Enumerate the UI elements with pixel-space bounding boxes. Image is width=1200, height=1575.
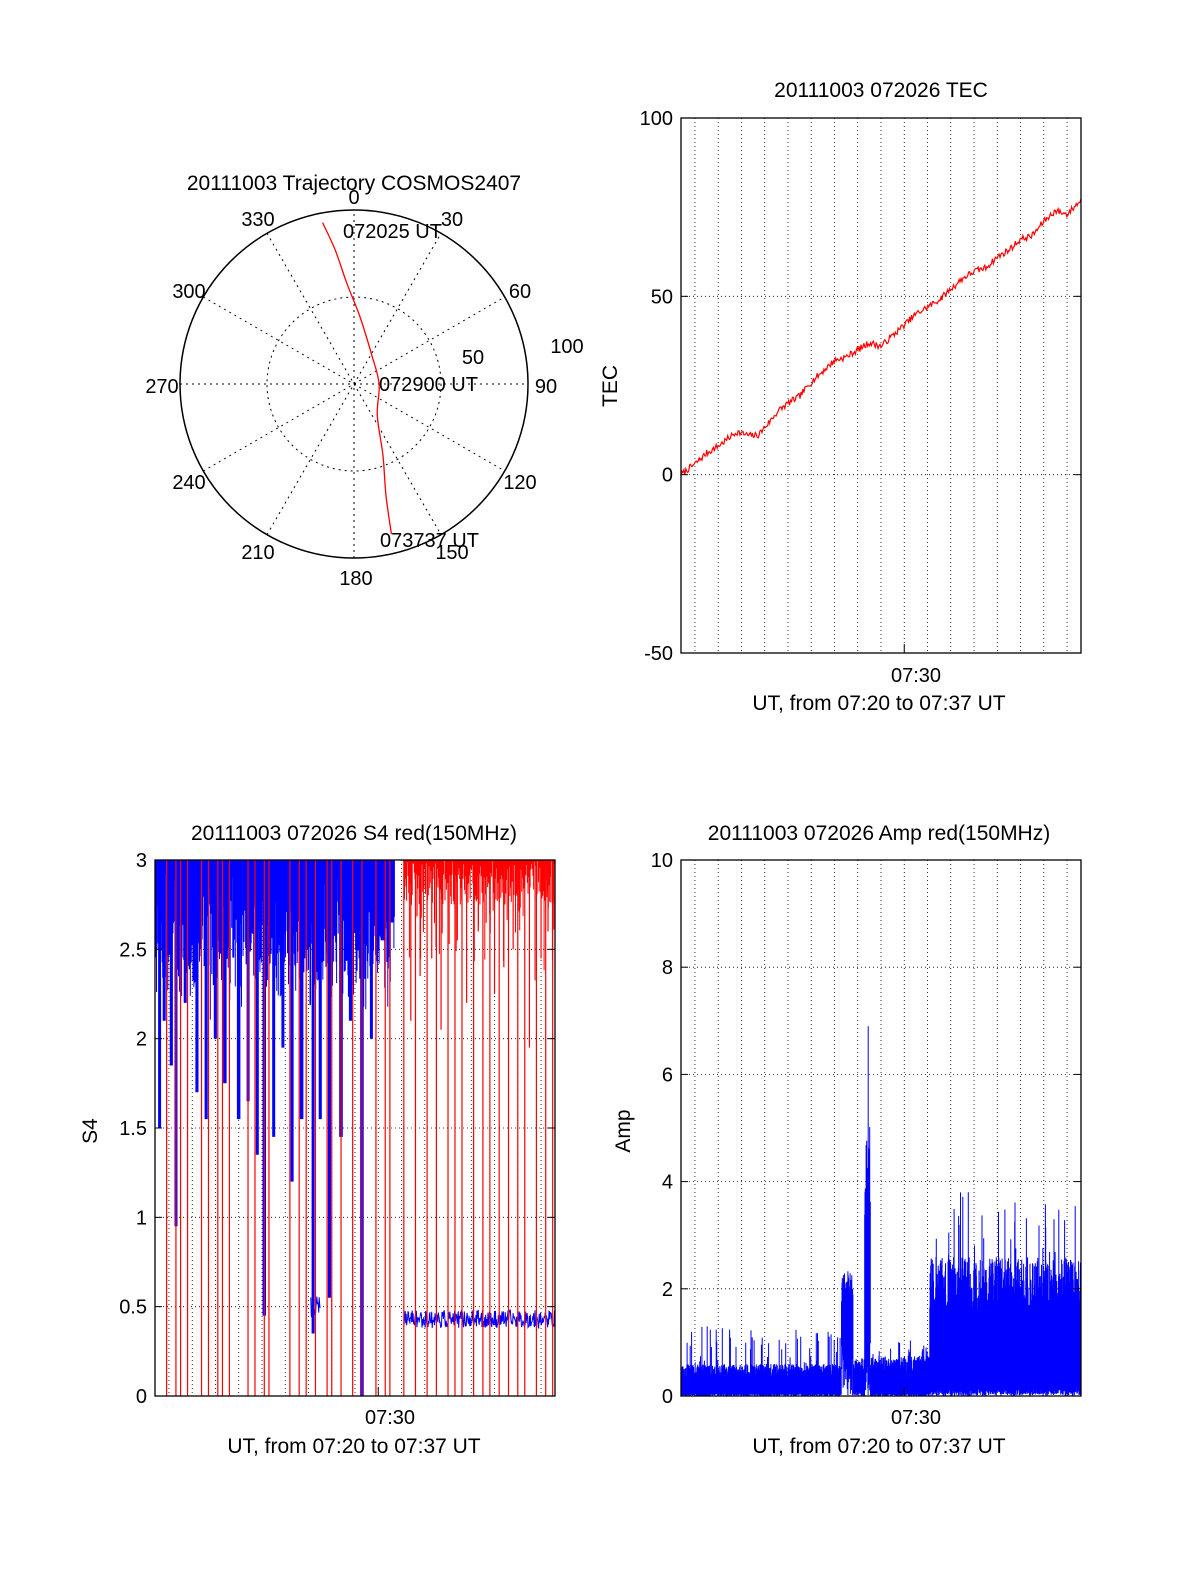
tec-y-ticks: -50 0 50 100 bbox=[640, 108, 1081, 665]
azimuth-label-120: 120 bbox=[503, 472, 536, 494]
s4-blue-spikes bbox=[154, 860, 395, 1396]
amp-x-tick-0730: 07:30 bbox=[891, 1407, 941, 1429]
polar-ring-mid bbox=[266, 296, 442, 472]
trajectory-panel: 20111003 Trajectory COSMOS2407 0 30 60 9… bbox=[145, 172, 583, 590]
trajectory-start-label: 072025 UT bbox=[343, 221, 442, 243]
azimuth-label-180: 180 bbox=[339, 568, 372, 590]
trajectory-title: 20111003 Trajectory COSMOS2407 bbox=[187, 172, 521, 195]
amp-y-tick-label: 0 bbox=[662, 1386, 673, 1408]
amp-grid bbox=[681, 860, 1081, 1396]
s4-y-ticks: 0 0.5 1 1.5 2 2.5 3 bbox=[119, 850, 555, 1408]
trajectory-end-label: 073737 UT bbox=[380, 530, 479, 552]
azimuth-label-60: 60 bbox=[509, 281, 531, 303]
amp-y-tick-label: 2 bbox=[662, 1279, 673, 1301]
tec-panel: 20111003 072026 TEC -50 0 50 100 07:30 UT, … bbox=[599, 79, 1082, 715]
amp-x-axis-label: UT, from 07:20 to 07:37 UT bbox=[752, 1435, 1005, 1458]
radial-label-100: 100 bbox=[550, 336, 583, 358]
s4-y-tick-label: 0.5 bbox=[119, 1297, 147, 1319]
s4-y-tick-label: 2.5 bbox=[119, 939, 147, 961]
s4-y-tick-label: 0 bbox=[136, 1386, 147, 1408]
azimuth-label-210: 210 bbox=[241, 542, 274, 564]
tec-series-line bbox=[680, 198, 1082, 477]
polar-outer-ring bbox=[179, 209, 529, 559]
s4-y-tick-label: 2 bbox=[136, 1029, 147, 1051]
azimuth-label-30: 30 bbox=[441, 209, 463, 231]
s4-y-tick-label: 3 bbox=[136, 850, 147, 872]
azimuth-label-330: 330 bbox=[241, 209, 274, 231]
azimuth-labels: 0 30 60 90 120 150 180 210 240 270 300 3… bbox=[145, 187, 557, 590]
trajectory-middle-label: 072900 UT bbox=[379, 374, 478, 396]
tec-plot-area bbox=[680, 198, 1082, 477]
tec-y-tick-label: 50 bbox=[651, 286, 673, 308]
amp-panel: 20111003 072026 Amp red(150MHz) 0246810 … bbox=[612, 822, 1082, 1458]
azimuth-label-0: 0 bbox=[348, 187, 359, 209]
azimuth-label-300: 300 bbox=[172, 281, 205, 303]
s4-blue-band bbox=[403, 1308, 555, 1330]
s4-panel: 20111003 072026 S4 red(150MHz) 0 0.5 1 1.5 2… bbox=[79, 822, 556, 1458]
amp-y-tick-label: 4 bbox=[662, 1172, 673, 1194]
tec-x-axis-label: UT, from 07:20 to 07:37 UT bbox=[752, 692, 1005, 715]
tec-y-axis-label: TEC bbox=[599, 365, 622, 407]
s4-x-axis-label: UT, from 07:20 to 07:37 UT bbox=[227, 1435, 480, 1458]
polar-grid bbox=[180, 210, 528, 558]
s4-title: 20111003 072026 S4 red(150MHz) bbox=[191, 822, 517, 845]
amp-title: 20111003 072026 Amp red(150MHz) bbox=[708, 822, 1050, 845]
amp-frame bbox=[680, 859, 1082, 1397]
amp-y-tick-label: 6 bbox=[662, 1064, 673, 1086]
s4-y-axis-label: S4 bbox=[79, 1118, 102, 1144]
tec-y-tick-label: 100 bbox=[640, 108, 673, 130]
s4-red-top-fill bbox=[403, 860, 555, 981]
tec-y-tick-label: -50 bbox=[644, 643, 673, 665]
azimuth-label-90: 90 bbox=[535, 376, 557, 398]
amp-y-tick-label: 8 bbox=[662, 957, 673, 979]
amp-y-ticks: 0 2 4 6 8 10 bbox=[651, 850, 1081, 1408]
tec-grid bbox=[681, 118, 1081, 653]
s4-y-tick-label: 1 bbox=[136, 1207, 147, 1229]
trajectory-track bbox=[322, 222, 393, 535]
tec-title: 20111003 072026 TEC bbox=[774, 79, 988, 102]
s4-x-tick-0730: 07:30 bbox=[365, 1407, 415, 1429]
amp-y-axis-label: Amp bbox=[612, 1109, 635, 1152]
azimuth-label-150: 150 bbox=[435, 542, 468, 564]
tec-x-tick-0730: 07:30 bbox=[891, 665, 941, 687]
radial-label-50: 50 bbox=[462, 347, 484, 369]
azimuth-label-270: 270 bbox=[145, 376, 178, 398]
polar-spoke bbox=[266, 233, 442, 535]
tec-y-tick-label: 0 bbox=[662, 465, 673, 487]
tec-frame bbox=[680, 117, 1082, 654]
amp-y-tick-label: 10 bbox=[651, 850, 673, 872]
s4-y-tick-label: 1.5 bbox=[119, 1118, 147, 1140]
azimuth-label-240: 240 bbox=[172, 472, 205, 494]
